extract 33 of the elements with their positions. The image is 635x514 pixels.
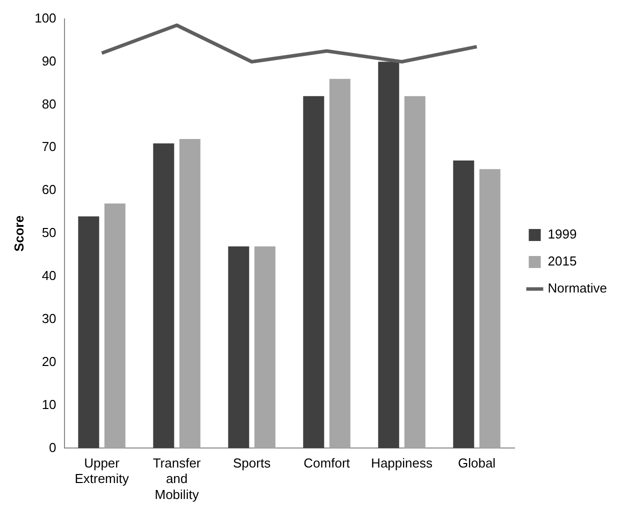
x-tick-label: Comfort	[304, 456, 350, 471]
y-tick-label: 80	[42, 96, 56, 112]
bar	[453, 160, 474, 448]
y-tick-label: 70	[42, 139, 56, 154]
x-tick-label: Upper Extremity	[74, 456, 130, 486]
x-tick-label: Global	[458, 456, 496, 471]
bar	[228, 246, 250, 448]
bar	[378, 62, 400, 448]
bar	[329, 78, 350, 448]
bar	[303, 96, 324, 448]
legend-label: 1999	[548, 226, 577, 242]
y-tick-label: 10	[42, 396, 56, 412]
legend-label: Normative	[548, 280, 608, 296]
x-tick-label: Transfer and Mobility	[152, 456, 202, 502]
y-tick-label: 40	[42, 268, 56, 284]
bar	[479, 169, 500, 448]
x-tick-label: Happiness	[371, 456, 433, 471]
legend-label: 2015	[548, 254, 577, 269]
bar	[254, 246, 276, 448]
y-tick-label: 50	[42, 225, 56, 240]
bar	[404, 96, 426, 448]
bar	[153, 143, 174, 448]
y-tick-label: 100	[34, 10, 56, 26]
y-tick-label: 20	[42, 354, 56, 369]
y-tick-label: 90	[42, 53, 56, 68]
y-tick-label: 60	[42, 182, 56, 198]
bar	[104, 203, 126, 448]
x-tick-label: Sports	[232, 456, 272, 471]
y-axis-title: Score	[11, 215, 26, 252]
bar	[179, 139, 200, 448]
y-tick-label: 30	[42, 310, 56, 326]
y-tick-label: 0	[49, 440, 56, 455]
bar	[78, 216, 100, 448]
